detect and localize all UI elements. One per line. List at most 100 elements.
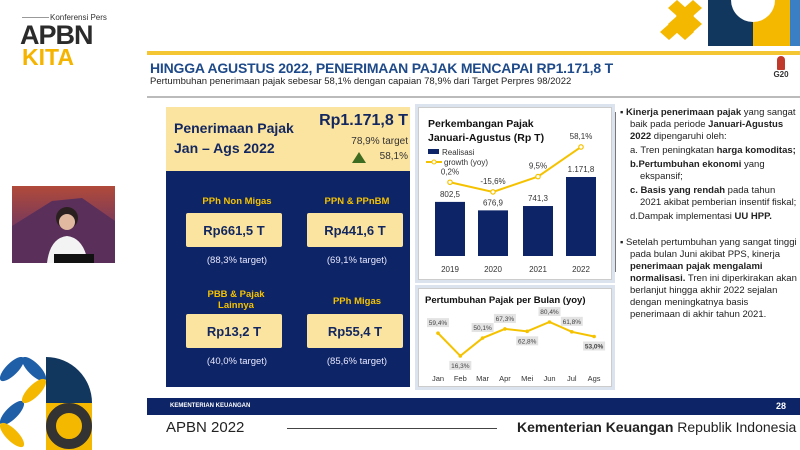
x-tick-label: Apr (499, 374, 511, 383)
bar (435, 201, 465, 256)
bar-label: 802,5 (440, 190, 461, 199)
x-tick-label: Mei (521, 374, 533, 383)
summary-value: Rp1.171,8 T (319, 112, 408, 129)
x-tick-label: 2021 (529, 265, 547, 274)
right-text-divider (615, 112, 616, 272)
data-label: 67,3% (496, 316, 515, 323)
data-label-bg (493, 313, 516, 323)
growth-point (592, 334, 596, 339)
monthly-growth-chart-panel (418, 288, 612, 387)
text-run: Tren ini diperkirakan akan berlanjut hin… (630, 273, 797, 320)
legend-marker (431, 159, 437, 165)
monthly-growth-chart: Pertumbuhan Pajak per Bulan (yoy) 59,4% Ja… (425, 295, 606, 383)
text-run: Kinerja penerimaan pajak (626, 107, 742, 118)
growth-point (578, 144, 584, 150)
bar-label: 676,9 (483, 198, 504, 207)
category-target: (40,0% target) (206, 356, 268, 367)
text-run: harga komoditas; (716, 145, 796, 156)
category-label: PBB & Pajak Lainnya (207, 289, 265, 311)
annual-tax-chart: Perkembangan Pajak Januari-Agustus (Rp T)… (426, 118, 596, 274)
x-tick-label: Ags (588, 374, 601, 383)
analysis-text-1: ▪ Kinerja penerimaan pajak yang sangat b… (620, 107, 798, 223)
data-label-bg (471, 323, 494, 333)
logo-subtitle: Konferensi Pers (50, 13, 107, 22)
text-run: Januari-Agustus 2022 (630, 119, 784, 142)
data-label-bg (516, 336, 539, 346)
growth-point (458, 354, 463, 358)
data-label: 62,8% (518, 338, 537, 345)
chart-title-line2: Januari-Agustus (Rp T) (428, 132, 544, 144)
summary-growth: 58,1% (379, 151, 408, 162)
logo-kita: KITA (22, 44, 74, 70)
text-run: Setelah pertumbuhan yang sangat tinggi p… (626, 237, 797, 260)
decor-pattern-top (660, 0, 800, 46)
g20-logo-text: G20 (773, 70, 789, 79)
text-run: d.Dampak implementasi (630, 211, 735, 222)
category-label: PPh Migas (332, 296, 382, 307)
growth-label: 0,2% (441, 167, 459, 176)
summary-target: 78,9% target (351, 136, 408, 147)
summary-title-line2: Jan – Ags 2022 (174, 140, 275, 156)
x-tick-label: Jul (567, 374, 577, 383)
country-name: Republik Indonesia (673, 419, 797, 435)
bar-label: 1.171,8 (568, 165, 595, 174)
category-value: Rp661,5 T (186, 213, 282, 247)
speaker-video-icon (12, 198, 115, 263)
data-label: 50,1% (473, 325, 492, 332)
text-run: pada tahun 2021 akibat pemberian insenti… (640, 185, 797, 208)
data-label: 80,4% (540, 309, 559, 316)
growth-point (570, 330, 574, 334)
bar (523, 206, 553, 256)
category-value: Rp55,4 T (307, 314, 403, 348)
growth-point (503, 327, 507, 331)
category-value: Rp441,6 T (307, 213, 403, 247)
growth-point (490, 189, 496, 195)
bullet-paragraph: ▪ Kinerja penerimaan pajak yang sangat b… (620, 107, 796, 142)
x-tick-label: 2019 (441, 265, 459, 274)
page-title: HINGGA AGUSTUS 2022, PENERIMAAN PAJAK ME… (150, 60, 613, 76)
growth-line (437, 320, 595, 358)
x-tick-label: Mar (476, 374, 489, 383)
logo-divider (22, 17, 49, 18)
category-value: Rp13,2 T (186, 314, 282, 348)
category-target: (88,3% target) (206, 255, 268, 266)
page-number: 28 (776, 401, 787, 411)
g20-logo: G20 (770, 56, 792, 79)
bar (566, 177, 596, 256)
data-label: 59,4% (429, 320, 448, 327)
text-run: a. Tren peningkatan (630, 145, 717, 156)
data-label-bg (427, 318, 449, 328)
data-label: 53,0% (585, 344, 604, 351)
tax-summary-header (166, 107, 410, 171)
summary-title-line1: Penerimaan Pajak (174, 120, 294, 136)
bottom-right-label: Kementerian Keuangan Republik Indonesia (517, 419, 796, 435)
data-label: 61,8% (563, 319, 582, 326)
legend-bar-swatch (428, 149, 439, 154)
bullet-paragraph: ▪ Setelah pertumbuhan yang sangat tinggi… (620, 237, 797, 320)
header-divider (147, 96, 800, 98)
category-label: PPN & PPnBM (324, 196, 390, 207)
growth-label: 9,5% (529, 162, 547, 171)
video-feed-thumbnail[interactable] (12, 186, 115, 263)
data-label: 16,3% (451, 363, 470, 370)
data-label-bg (449, 360, 472, 370)
summary-title: Penerimaan Pajak Jan – Ags 2022 (174, 118, 300, 158)
bottom-left-label: APBN 2022 (166, 419, 245, 436)
chart-title: Pertumbuhan Pajak per Bulan (yoy) (425, 295, 585, 306)
triangle-up-icon (352, 152, 366, 163)
x-tick-label: Jun (543, 374, 555, 383)
growth-point (547, 320, 552, 324)
text-run: penerimaan pajak mengalami normalisasi. (630, 261, 763, 284)
bottom-rule (287, 428, 497, 429)
text-run: yang sangat baik pada periode (630, 107, 796, 130)
x-tick-label: 2022 (572, 265, 590, 274)
growth-point (447, 179, 453, 186)
footer-bar (147, 398, 800, 415)
ministry-name: Kementerian Keuangan (517, 419, 674, 435)
list-item: d.Dampak implementasi UU HPP. (630, 211, 798, 223)
category-target: (85,6% target) (326, 356, 388, 367)
growth-point (525, 329, 529, 334)
text-run: dipengaruhi oleh: (651, 131, 727, 142)
footer-org: KEMENTERIAN KEUANGAN (170, 403, 251, 409)
x-tick-label: Feb (454, 374, 467, 383)
